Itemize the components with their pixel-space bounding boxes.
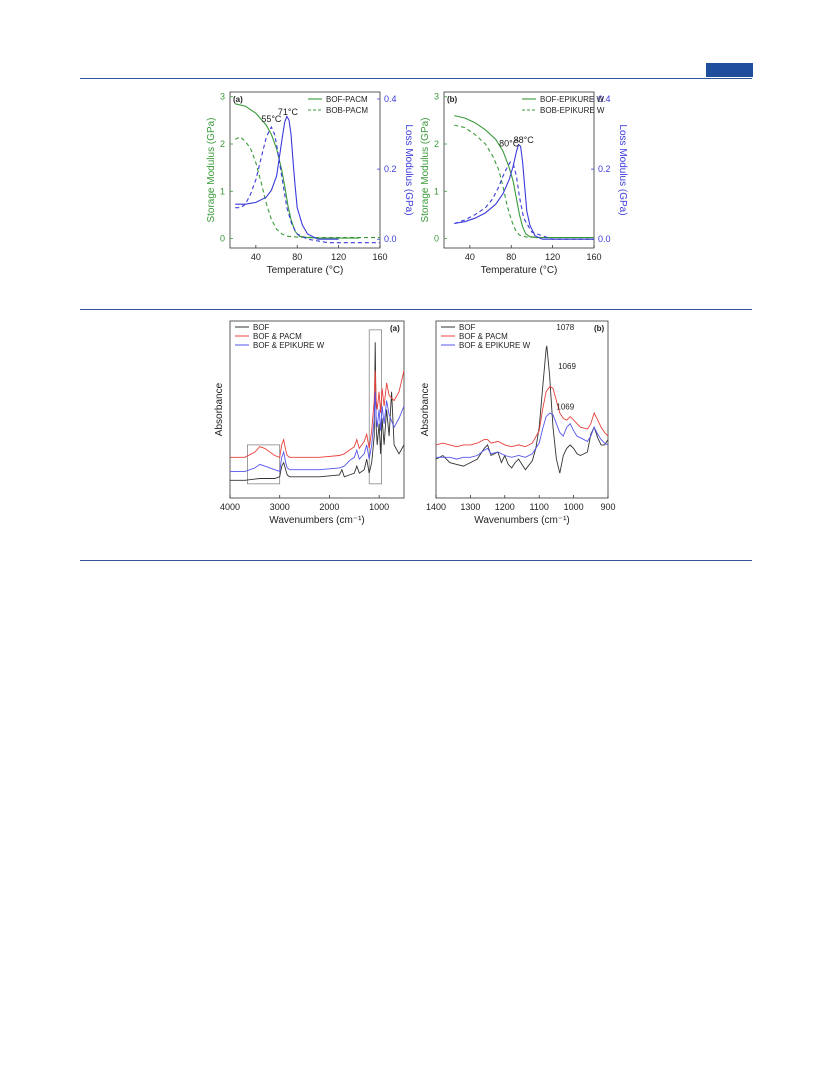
x-tick-label: 1200 <box>495 502 515 512</box>
x-axis-label: Temperature (°C) <box>481 265 558 276</box>
x-tick-label: 40 <box>465 252 475 262</box>
x-axis-label: Wavenumbers (cm⁻¹) <box>269 515 364 526</box>
y-axis-label: Absorbance <box>214 382 225 436</box>
y-left-axis-label: Storage Modulus (GPa) <box>420 117 431 222</box>
dma-plot-frame <box>229 91 381 249</box>
dma-panel-a: 40 80 120 160 0 1 2 3 0.0 0.2 0.4 Temperature (°C) S… <box>206 91 414 276</box>
legend-entry: BOB-EPIKURE W <box>540 106 605 115</box>
y-left-tick-label: 0 <box>434 234 439 244</box>
highlight-box <box>247 444 281 485</box>
spectrum-line-2 <box>436 412 609 460</box>
legend-entry: BOB-PACM <box>326 106 368 115</box>
y-left-tick-label: 3 <box>220 92 225 102</box>
peak-annotation: 88°C <box>514 135 535 145</box>
x-tick-label: 80 <box>506 252 516 262</box>
y-left-tick-label: 2 <box>220 139 225 149</box>
dma-plot-frame <box>443 91 595 249</box>
x-tick-label: 1000 <box>564 502 584 512</box>
legend-entry: BOF & EPIKURE W <box>253 341 325 350</box>
x-tick-label: 1400 <box>426 502 446 512</box>
header-badge <box>706 63 753 77</box>
legend-entry: BOF <box>253 323 270 332</box>
x-tick-label: 80 <box>292 252 302 262</box>
legend-entry: BOF & PACM <box>253 332 302 341</box>
spectrum-line-0 <box>230 342 405 481</box>
panel-label: (a) <box>390 324 400 333</box>
y-right-axis-label: Loss Modulus (GPa) <box>617 124 628 215</box>
ftir-panel-b: 1400 1300 1200 1100 1000 900 Wavenumbers (cm⁻¹… <box>420 320 616 526</box>
x-tick-label: 40 <box>251 252 261 262</box>
spectrum-line-2 <box>230 391 405 473</box>
top-rule <box>80 78 752 79</box>
panel-label: (b) <box>594 324 605 333</box>
x-tick-label: 160 <box>372 252 387 262</box>
y-right-axis-label: Loss Modulus (GPa) <box>403 124 414 215</box>
x-axis-label: Temperature (°C) <box>267 265 344 276</box>
peak-annotation: 1069 <box>556 403 574 412</box>
middle-rule <box>80 309 752 310</box>
y-left-tick-label: 2 <box>434 139 439 149</box>
ftir-plot-frame <box>435 320 609 499</box>
y-right-tick-label: 0.0 <box>598 234 611 244</box>
series-line-3 <box>454 161 594 240</box>
series-line-2 <box>235 115 339 240</box>
legend-entry: BOF & PACM <box>459 332 508 341</box>
spectrum-line-1 <box>435 385 609 448</box>
y-right-tick-label: 0.4 <box>598 94 611 104</box>
ftir-panel-a: 4000 3000 2000 1000 Wavenumbers (cm⁻¹) Absorb… <box>214 320 405 526</box>
spectrum-line-1 <box>230 370 405 458</box>
legend-entry: BOF & EPIKURE W <box>459 341 531 350</box>
x-tick-label: 1000 <box>369 502 389 512</box>
x-tick-label: 4000 <box>220 502 240 512</box>
y-left-tick-label: 3 <box>434 92 439 102</box>
panel-label: (b) <box>447 95 458 104</box>
legend-entry: BOF <box>459 323 476 332</box>
legend-entry: BOF-PACM <box>326 95 368 104</box>
y-axis-label: Absorbance <box>420 382 431 436</box>
x-tick-label: 120 <box>545 252 560 262</box>
series-line-0 <box>235 103 360 239</box>
y-left-tick-label: 0 <box>220 234 225 244</box>
x-tick-label: 160 <box>586 252 601 262</box>
x-tick-label: 2000 <box>319 502 339 512</box>
x-tick-label: 1100 <box>530 502 549 512</box>
ftir-plot-frame <box>229 320 405 499</box>
peak-annotation: 71°C <box>278 107 299 117</box>
x-tick-label: 1300 <box>460 502 480 512</box>
x-tick-label: 900 <box>600 502 615 512</box>
legend-entry: BOF-EPIKURE W <box>540 95 604 104</box>
bottom-rule <box>80 560 752 561</box>
x-axis-label: Wavenumbers (cm⁻¹) <box>474 515 569 526</box>
y-right-tick-label: 0.2 <box>384 164 397 174</box>
peak-annotation: 1078 <box>556 323 574 332</box>
x-tick-label: 120 <box>331 252 346 262</box>
peak-annotation: 80°C <box>499 138 520 148</box>
series-line-1 <box>234 136 380 239</box>
series-line-1 <box>454 124 594 239</box>
peak-annotation: 55°C <box>261 114 282 124</box>
y-left-axis-label: Storage Modulus (GPa) <box>206 117 217 222</box>
peak-annotation: 1069 <box>558 362 576 371</box>
y-left-tick-label: 1 <box>220 186 225 196</box>
dma-panel-b: 40 80 120 160 0 1 2 3 0.0 0.2 0.4 Temperature (°C) S… <box>420 91 628 276</box>
y-left-tick-label: 1 <box>434 186 439 196</box>
y-right-tick-label: 0.0 <box>384 234 397 244</box>
spectrum-line-0 <box>435 345 609 474</box>
y-right-tick-label: 0.2 <box>598 164 611 174</box>
y-right-tick-label: 0.4 <box>384 94 397 104</box>
series-line-2 <box>454 143 594 240</box>
series-line-3 <box>235 125 380 244</box>
panel-label: (a) <box>233 95 243 104</box>
x-tick-label: 3000 <box>270 502 290 512</box>
